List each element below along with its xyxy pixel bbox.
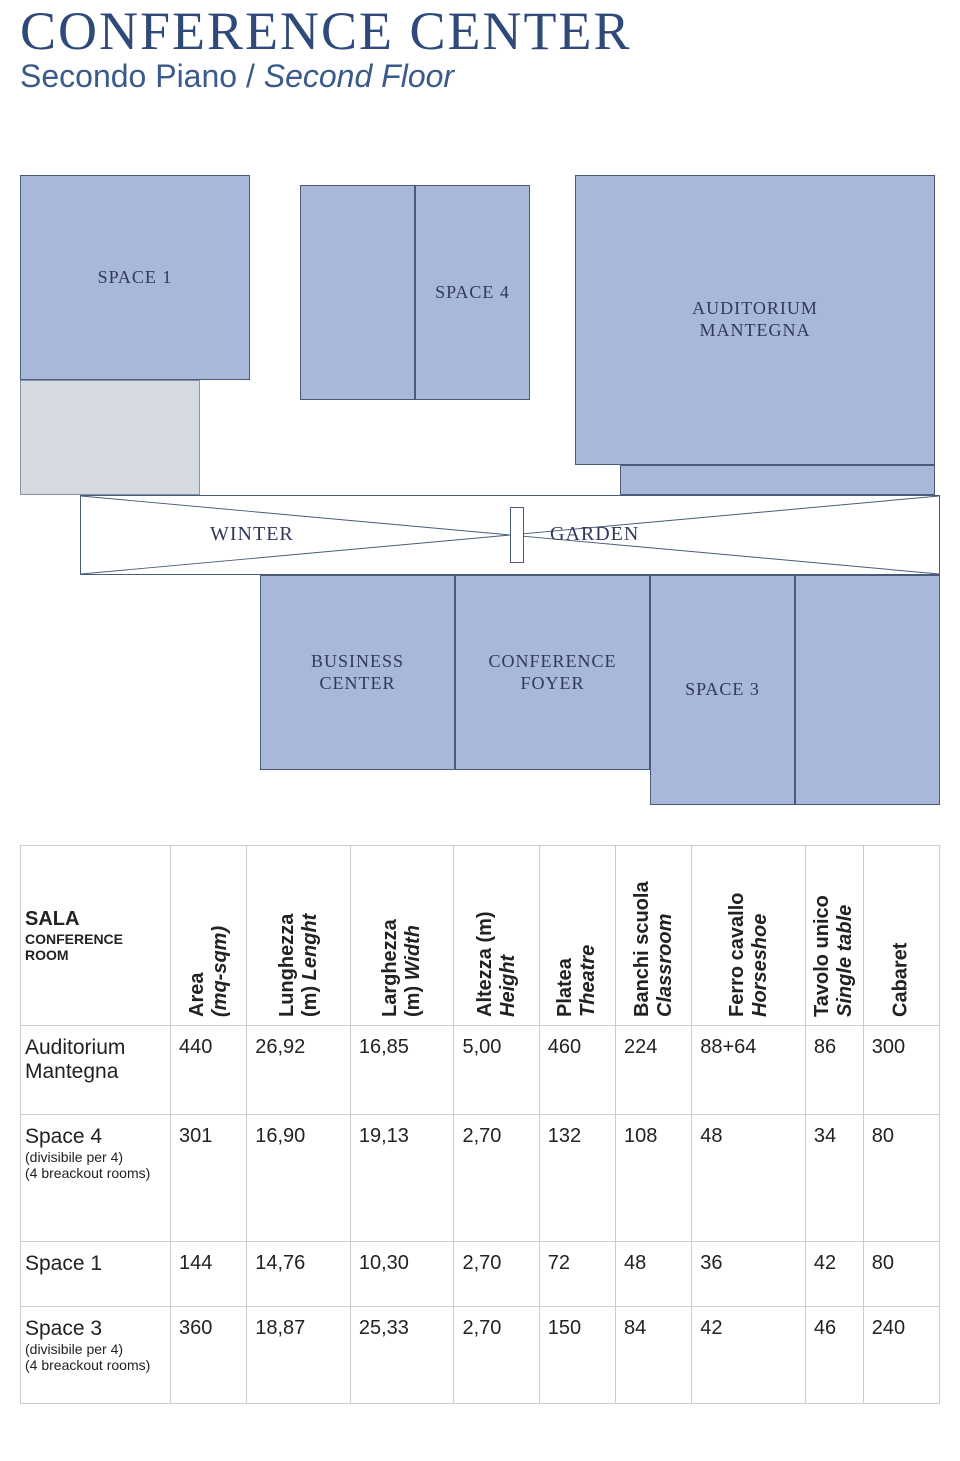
room-label: SPACE 3 [681,675,764,705]
subtitle-en: Second Floor [264,58,454,94]
table-header-col-8: Cabaret [863,846,939,1026]
subtitle-it: Secondo Piano [20,58,237,94]
room-auditorium: AUDITORIUM MANTEGNA [575,175,935,465]
room-unlabeled [20,380,200,495]
cell: 25,33 [350,1307,454,1404]
cell: 88+64 [692,1026,806,1115]
room-space1: SPACE 1 [20,175,250,380]
capacity-table: SALACONFERENCEROOMArea(mq-sqm)Lunghezza(… [20,845,940,1404]
cell: 2,70 [454,1307,539,1404]
cell: 16,85 [350,1026,454,1115]
page-subtitle: Secondo Piano / Second Floor [20,58,940,95]
table-header-col-1: Lunghezza(m) Lenght [247,846,351,1026]
cell: 84 [616,1307,692,1404]
table-header-col-6: Ferro cavalloHorseshoe [692,846,806,1026]
cell: 440 [171,1026,247,1115]
row-name: Space 1 [21,1242,171,1307]
cell: 36 [692,1242,806,1307]
row-name: Space 4(divisibile per 4)(4 breackout ro… [21,1115,171,1242]
room-label: CONFERENCE FOYER [484,647,620,698]
cell: 34 [805,1115,863,1242]
cell: 301 [171,1115,247,1242]
table-header-col-0: Area(mq-sqm) [171,846,247,1026]
room-space3a: SPACE 3 [650,575,795,805]
row-name: Auditorium Mantegna [21,1026,171,1115]
cell: 240 [863,1307,939,1404]
room-business: BUSINESS CENTER [260,575,455,770]
cell: 14,76 [247,1242,351,1307]
cell: 2,70 [454,1115,539,1242]
subtitle-sep: / [237,58,264,94]
room-label: SPACE 4 [431,278,514,308]
corridor-label-right: GARDEN [550,523,639,546]
table-row: Space 3(divisibile per 4)(4 breackout ro… [21,1307,940,1404]
cell: 48 [616,1242,692,1307]
table-header-col-4: PlateaTheatre [539,846,615,1026]
cell: 5,00 [454,1026,539,1115]
table-row: Auditorium Mantegna44026,9216,855,004602… [21,1026,940,1115]
corridor-label-left: WINTER [210,523,294,546]
room-label: BUSINESS CENTER [307,647,408,698]
cell: 26,92 [247,1026,351,1115]
cell: 300 [863,1026,939,1115]
cell: 460 [539,1026,615,1115]
room-label: SPACE 1 [94,263,177,293]
room-foyer: CONFERENCE FOYER [455,575,650,770]
cell: 72 [539,1242,615,1307]
cell: 16,90 [247,1115,351,1242]
cell: 46 [805,1307,863,1404]
floorplan: WINTER GARDEN SPACE 1 SPACE 4 AUDITORIUM MAN… [20,175,940,805]
table-row: Space 4(divisibile per 4)(4 breackout ro… [21,1115,940,1242]
room-below-aud [620,465,935,495]
cell: 132 [539,1115,615,1242]
cell: 42 [805,1242,863,1307]
cell: 18,87 [247,1307,351,1404]
cell: 19,13 [350,1115,454,1242]
cell: 108 [616,1115,692,1242]
cell: 224 [616,1026,692,1115]
table-header-col-2: Larghezza(m) Width [350,846,454,1026]
room-space4b: SPACE 4 [415,185,530,400]
table-header-col-7: Tavolo unicoSingle table [805,846,863,1026]
cell: 80 [863,1115,939,1242]
table-header-col-3: Altezza (m)Height [454,846,539,1026]
cell: 150 [539,1307,615,1404]
room-label: AUDITORIUM MANTEGNA [688,294,822,345]
cell: 48 [692,1115,806,1242]
table-header-row: SALACONFERENCEROOMArea(mq-sqm)Lunghezza(… [21,846,940,1026]
page-title: CONFERENCE CENTER [20,0,940,62]
cell: 144 [171,1242,247,1307]
cell: 80 [863,1242,939,1307]
room-space4a [300,185,415,400]
room-space3b [795,575,940,805]
table-header-room: SALACONFERENCEROOM [21,846,171,1026]
row-name: Space 3(divisibile per 4)(4 breackout ro… [21,1307,171,1404]
cell: 86 [805,1026,863,1115]
table-row: Space 114414,7610,302,707248364280 [21,1242,940,1307]
corridor-door [510,507,524,563]
table-body: Auditorium Mantegna44026,9216,855,004602… [21,1026,940,1404]
cell: 42 [692,1307,806,1404]
table-header-col-5: Banchi scuolaClassroom [616,846,692,1026]
cell: 2,70 [454,1242,539,1307]
cell: 10,30 [350,1242,454,1307]
cell: 360 [171,1307,247,1404]
